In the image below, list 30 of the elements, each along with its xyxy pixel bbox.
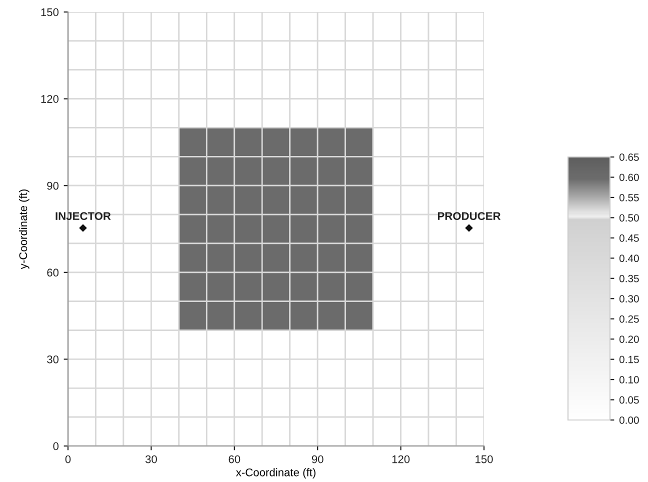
color-bar-label: 0.20 <box>619 336 639 343</box>
x-tick-label: 30 <box>145 455 157 464</box>
x-tick-label: 0 <box>65 455 71 464</box>
color-bar-label: 0.50 <box>619 214 639 222</box>
y-tick-label: 30 <box>47 355 59 364</box>
color-bar-label: 0.60 <box>619 174 639 182</box>
annotation: PRODUCER <box>438 212 501 220</box>
color-bar-label: 0.55 <box>619 194 639 202</box>
color-bar-label: 0.30 <box>619 295 639 302</box>
color-bar-label: 0.35 <box>619 274 639 282</box>
x-axis-title: x-Coordinate (ft) <box>236 468 316 479</box>
x-tick-label: 60 <box>228 455 240 464</box>
y-axis-title: y-Coordinate (ft) <box>18 190 30 270</box>
color-bar-label: 0.10 <box>619 376 639 384</box>
color-bar-label: 0.45 <box>619 234 639 242</box>
color-bar-label: 0.15 <box>619 356 639 364</box>
y-tick-label: 120 <box>41 95 59 103</box>
x-tick-label: 150 <box>476 455 493 464</box>
x-tick-label: 90 <box>312 455 324 464</box>
x-tick-label: 120 <box>392 455 410 464</box>
color-bar-label: 0.65 <box>619 154 639 161</box>
color-bar-label: 0.00 <box>619 416 639 424</box>
y-tick-label: 90 <box>47 182 59 190</box>
color-bar-label: 0.05 <box>619 396 639 404</box>
y-tick-label: 150 <box>41 8 59 16</box>
y-tick-label: 60 <box>47 268 59 277</box>
color-bar-label: 0.25 <box>619 315 639 323</box>
annotation: INJECTOR <box>56 212 111 220</box>
color-bar-label: 0.40 <box>619 254 639 262</box>
y-tick-label: 0 <box>53 442 59 450</box>
